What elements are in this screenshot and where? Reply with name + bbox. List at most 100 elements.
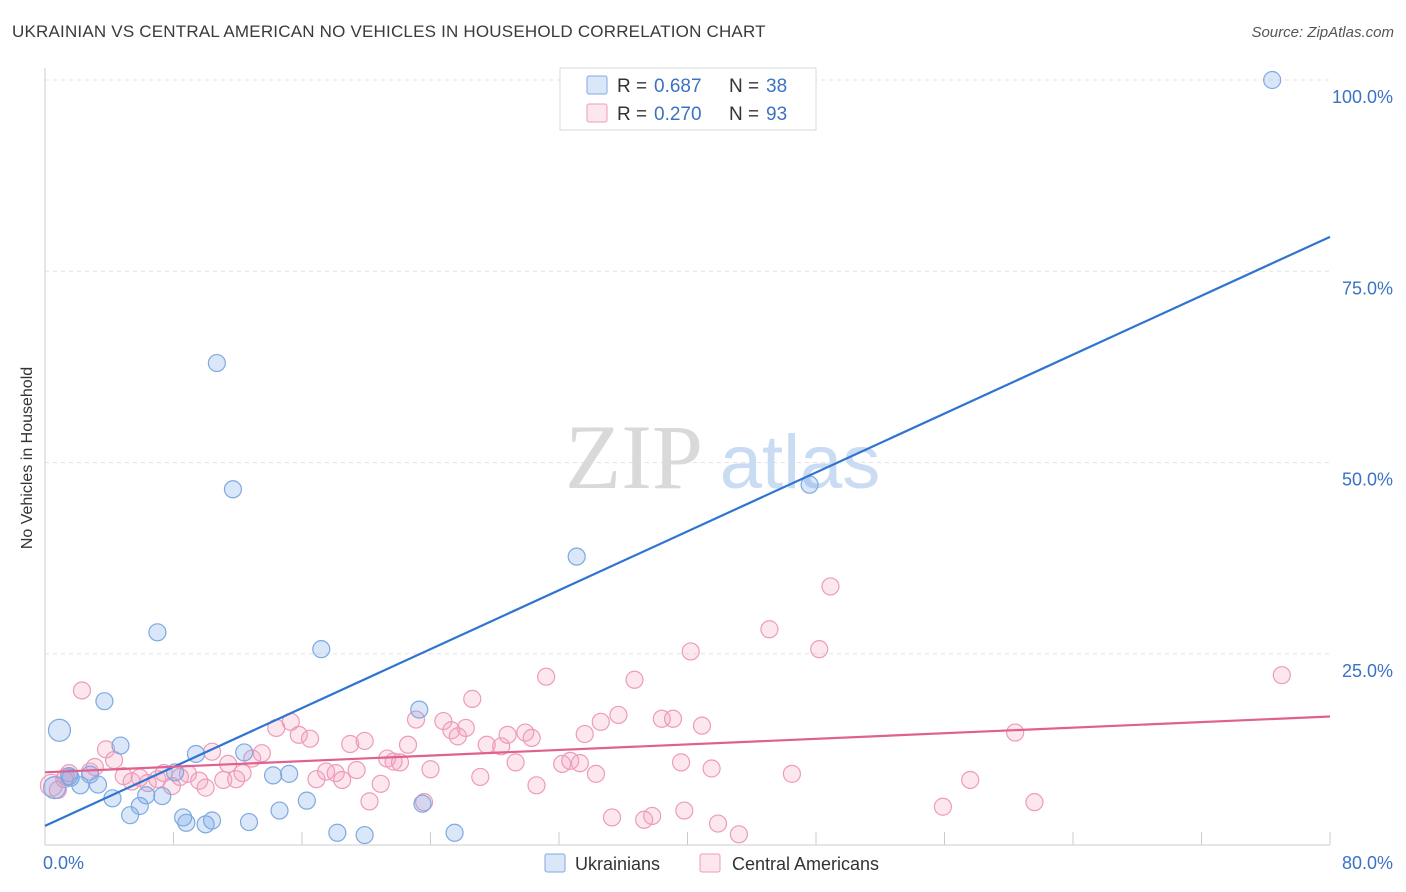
data-point [202, 811, 222, 830]
data-point [121, 806, 140, 825]
data-point [810, 640, 829, 659]
data-point [591, 712, 610, 731]
legend-n-value-pink: 93 [766, 104, 787, 125]
legend-r-value-pink: 0.270 [654, 104, 702, 125]
data-point [421, 760, 440, 779]
data-point [586, 764, 606, 783]
data-point [760, 620, 779, 639]
data-point [312, 640, 331, 659]
data-point [300, 729, 320, 748]
data-point [95, 692, 114, 711]
data-point [463, 689, 482, 708]
legend-n-label-blue: N = [729, 76, 759, 97]
trend-lines [44, 235, 1331, 827]
data-point [252, 744, 271, 763]
tick-labels: 25.0% 50.0% 75.0% 100.0% 0.0% 80.0% [43, 87, 1393, 873]
watermark-zip: ZIP [565, 406, 703, 508]
data-point [328, 823, 347, 842]
x-tick-label-max: 80.0% [1342, 853, 1393, 873]
grid-lines [45, 79, 1330, 655]
data-point [498, 725, 517, 744]
data-point [148, 623, 167, 642]
central-americans-points [39, 577, 1291, 844]
data-point [207, 353, 226, 373]
legend-swatch-blue [586, 75, 608, 95]
data-point [663, 709, 683, 728]
data-point [371, 774, 390, 793]
data-point [575, 724, 594, 744]
data-point [88, 775, 108, 794]
data-point [702, 759, 721, 778]
watermark: ZIP atlas [565, 406, 880, 508]
series-legend: Ukrainians Central Americans [544, 853, 879, 874]
data-point [821, 577, 840, 596]
data-point [297, 791, 316, 810]
data-point [445, 823, 464, 842]
chart-title: UKRAINIAN VS CENTRAL AMERICAN NO VEHICLE… [12, 22, 766, 41]
data-point [72, 681, 92, 700]
data-point [43, 776, 67, 800]
data-point [235, 743, 254, 762]
trend-line-central-americans [44, 715, 1331, 774]
data-point [360, 792, 379, 811]
series-legend-swatch-ukrainians [544, 853, 566, 873]
data-point [413, 794, 432, 813]
data-point [289, 725, 308, 744]
y-tick-label: 50.0% [1342, 470, 1393, 490]
data-point [263, 766, 283, 785]
data-point [355, 825, 374, 845]
data-point [933, 797, 952, 816]
data-point [1025, 793, 1044, 812]
data-point [729, 825, 749, 844]
data-point [153, 786, 172, 806]
data-point [223, 480, 243, 499]
series-legend-swatch-central-americans [699, 853, 721, 873]
data-point [398, 735, 418, 754]
data-point [196, 778, 215, 797]
data-point [111, 736, 130, 755]
legend-n-value-blue: 38 [766, 76, 787, 97]
data-point [355, 731, 374, 751]
legend-n-label-pink: N = [729, 104, 759, 125]
legend-r-value-blue: 0.687 [654, 76, 702, 97]
watermark-atlas: atlas [720, 420, 881, 505]
legend-r-label-pink: R = [617, 104, 647, 125]
data-point [570, 754, 589, 773]
legend-r-label-blue: R = [617, 76, 647, 97]
series-legend-central-americans: Central Americans [732, 854, 879, 874]
data-point [527, 776, 546, 795]
data-point [280, 764, 299, 783]
data-point [708, 814, 728, 833]
data-point [492, 737, 511, 756]
data-point [1006, 723, 1025, 742]
data-point [326, 763, 345, 783]
data-point [625, 670, 644, 689]
legend-swatch-pink [586, 103, 608, 123]
y-tick-label: 25.0% [1342, 661, 1393, 681]
data-point [567, 547, 586, 566]
data-point [270, 801, 289, 820]
data-point [347, 760, 366, 780]
data-point [681, 642, 700, 661]
data-point [174, 808, 193, 827]
data-point [782, 764, 802, 783]
data-point [506, 753, 525, 772]
x-tick-label-min: 0.0% [43, 853, 84, 873]
series-legend-ukrainians: Ukrainians [575, 854, 660, 874]
data-point [307, 770, 326, 789]
data-point [233, 763, 252, 783]
data-point [537, 667, 556, 686]
data-point [609, 705, 628, 725]
data-point [522, 728, 541, 748]
data-point [671, 753, 691, 772]
data-point [643, 806, 662, 826]
data-point [1263, 70, 1282, 90]
data-point [341, 734, 360, 754]
data-point [675, 801, 694, 820]
data-point [137, 786, 156, 805]
data-point [47, 718, 72, 742]
legend-box: R = 0.687 N = 38 R = 0.270 N = 93 [559, 67, 817, 131]
axes [44, 68, 1331, 846]
ukrainians-points [43, 70, 1282, 845]
